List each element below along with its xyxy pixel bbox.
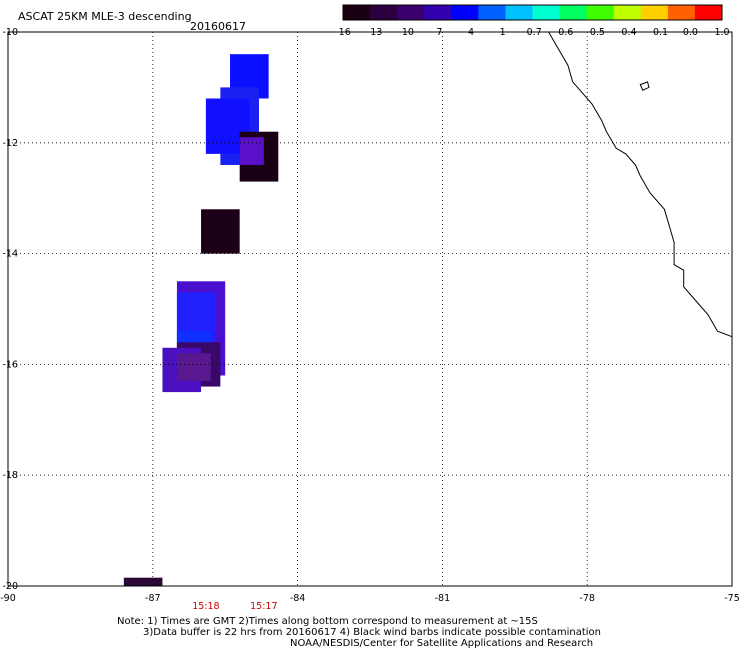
wind-cell — [176, 353, 211, 382]
color-scale-swatch — [613, 5, 642, 20]
color-scale-swatch — [532, 5, 561, 20]
color-scale-swatch — [451, 5, 479, 20]
color-scale-swatch — [343, 5, 371, 20]
lon-tick-label: -78 — [579, 593, 595, 604]
color-scale-swatch — [478, 5, 506, 20]
lon-tick-label: -81 — [435, 593, 451, 604]
color-scale-swatch — [586, 5, 615, 20]
color-scale-swatch — [694, 5, 723, 20]
note-line-2: 3)Data buffer is 22 hrs from 20160617 4)… — [143, 627, 601, 638]
island-outline — [639, 81, 650, 91]
color-scale-swatch — [667, 5, 696, 20]
lon-tick-label: -75 — [724, 593, 740, 604]
wind-cell — [201, 209, 240, 254]
lat-tick-label: -18 — [2, 470, 18, 481]
wind-cell — [176, 331, 211, 343]
note-line-3: NOAA/NESDIS/Center for Satellite Applica… — [290, 638, 594, 649]
color-scale-swatch — [640, 5, 669, 20]
color-scale-frame — [342, 4, 723, 21]
product-date: 20160617 — [190, 20, 246, 33]
note-line-1: Note: 1) Times are GMT 2)Times along bot… — [117, 616, 538, 627]
product-title: ASCAT 25KM MLE-3 descending — [18, 10, 192, 23]
color-scale-swatch — [370, 5, 398, 20]
map-frame — [7, 31, 733, 587]
lon-tick-label: -90 — [0, 593, 16, 604]
lat-tick-label: -12 — [2, 138, 18, 149]
lat-tick-label: -16 — [2, 359, 18, 370]
lat-tick-label: -10 — [2, 27, 18, 38]
coastline — [548, 31, 733, 338]
lon-tick-label: -84 — [290, 593, 306, 604]
wind-map: -90 -87 -84 -81 -78 -75 -10 -12 -14 -16 -18 -20 15:1… — [0, 27, 740, 612]
time-label: 15:17 — [250, 601, 277, 612]
color-scale-swatch — [559, 5, 588, 20]
color-scale-swatch — [397, 5, 425, 20]
lon-tick-label: -87 — [145, 593, 161, 604]
wind-cell — [239, 137, 264, 165]
color-scale-swatch — [424, 5, 452, 20]
color-scale-swatch — [505, 5, 533, 20]
wind-cell — [123, 577, 163, 586]
lat-tick-label: -14 — [2, 249, 18, 260]
time-label: 15:18 — [192, 601, 219, 612]
lat-tick-label: -20 — [2, 581, 18, 592]
